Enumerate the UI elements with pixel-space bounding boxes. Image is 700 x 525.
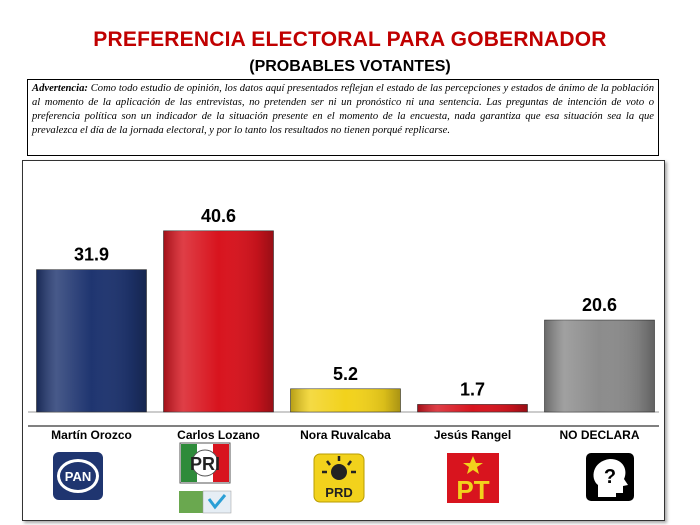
pt-logo-text: PT <box>456 475 489 505</box>
chart-title: PREFERENCIA ELECTORAL PARA GOBERNADOR <box>93 28 607 51</box>
disclaimer-text: Como todo estudio de opinión, los datos … <box>32 83 654 136</box>
value-label-martin-orozco: 31.9 <box>74 245 109 265</box>
bar-shading-martin-orozco <box>36 269 147 412</box>
nueva-alianza-logo-icon <box>179 490 232 514</box>
chart-subtitle: (PROBABLES VOTANTES) <box>249 58 451 75</box>
disclaimer-lead: Advertencia: <box>32 83 88 94</box>
bar-shading-no-declara <box>544 320 655 412</box>
category-label-carlos-lozano: Carlos Lozano <box>177 428 260 442</box>
bar-shading-nora-ruvalcaba <box>290 388 401 412</box>
unknown-head-text: ? <box>604 466 616 488</box>
prd-logo-icon: PRD <box>313 453 365 503</box>
bar-shading-carlos-lozano <box>163 230 274 412</box>
disclaimer-box: Advertencia: Como todo estudio de opinió… <box>27 79 659 156</box>
pri-logo-icon: PRI <box>179 442 231 484</box>
value-label-no-declara: 20.6 <box>582 295 617 315</box>
pan-logo-icon: PAN <box>53 452 103 500</box>
category-label-nora-ruvalcaba: Nora Ruvalcaba <box>300 428 391 442</box>
value-label-jesus-rangel: 1.7 <box>460 379 485 399</box>
category-label-jesus-rangel: Jesús Rangel <box>434 428 511 442</box>
category-label-no-declara: NO DECLARA <box>560 428 640 442</box>
unknown-head-icon: ? <box>586 453 634 501</box>
value-label-carlos-lozano: 40.6 <box>201 206 236 226</box>
pan-logo-text: PAN <box>65 469 91 484</box>
category-label-martin-orozco: Martín Orozco <box>51 428 132 442</box>
bar-chart: 31.9 Martín Orozco 40.6 Carlos Lozano 5.2 Nor… <box>28 206 659 514</box>
bar-shading-jesus-rangel <box>417 404 528 412</box>
value-label-nora-ruvalcaba: 5.2 <box>333 364 358 384</box>
prd-logo-text: PRD <box>325 485 352 500</box>
pri-logo-text: PRI <box>190 454 220 474</box>
pt-logo-icon: PT <box>447 453 499 505</box>
